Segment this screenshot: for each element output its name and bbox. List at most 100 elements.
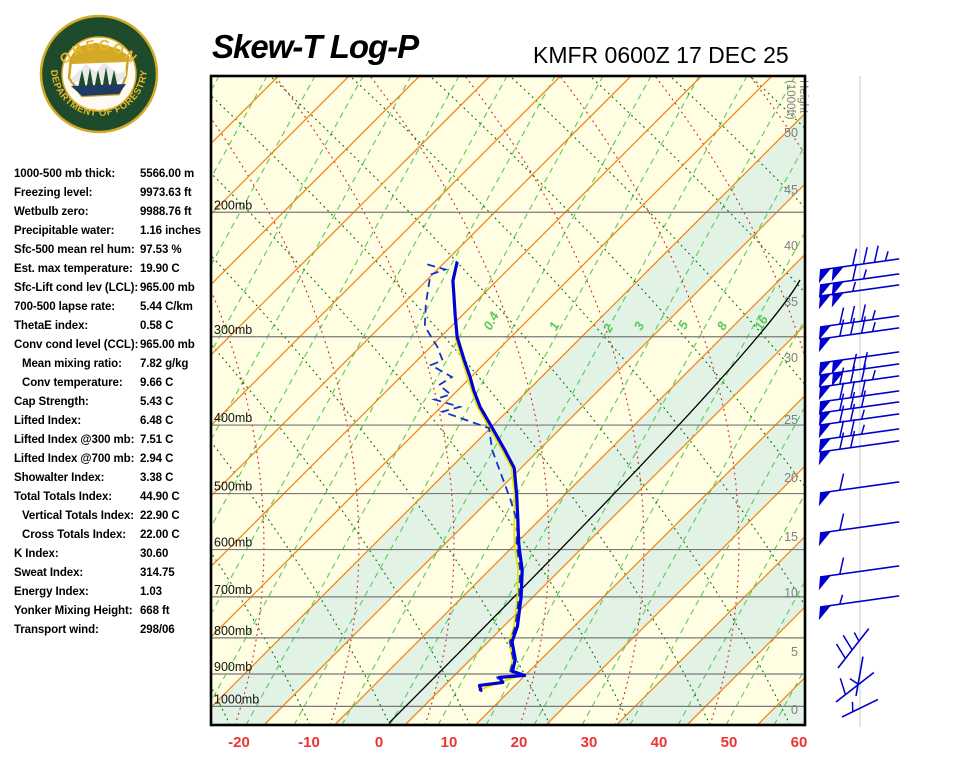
barb-feather-icon <box>860 364 867 382</box>
index-value: 314.75 <box>140 567 175 579</box>
isotherm-line <box>211 76 561 427</box>
barb-feather-icon <box>839 678 847 695</box>
index-row: Mean mixing ratio: 7.82 g/kg <box>12 358 212 377</box>
index-row: Lifted Index: 6.48 C <box>12 415 212 434</box>
barb-pennant-icon <box>818 491 831 507</box>
index-label: ThetaE index: <box>14 320 89 332</box>
height-tick-label: 20 <box>784 471 798 485</box>
height-tick-label: 5 <box>791 645 798 659</box>
skewt-chart: 200mb 300mb 400mb 500mb 600mb 700mb 800mb 900mb… <box>209 74 809 751</box>
index-label: Sfc-Lift cond lev (LCL): <box>14 282 139 294</box>
page-title: Skew-T Log-P <box>212 28 419 65</box>
index-row: Cross Totals Index: 22.00 C <box>12 529 212 548</box>
barb-feather-icon <box>849 380 856 398</box>
mixing-ratio-line <box>211 76 412 441</box>
wind-barb <box>818 557 900 591</box>
barb-feather-icon <box>842 634 853 651</box>
moist-adiabat-line <box>274 76 455 725</box>
barb-pennant-icon <box>818 337 831 353</box>
isotherm-line <box>616 535 805 725</box>
mixing-ratio-line <box>293 76 652 725</box>
index-label: Freezing level: <box>14 187 93 199</box>
temp-axis-label: 20 <box>511 734 528 751</box>
index-row: K Index: 30.60 <box>12 548 212 567</box>
index-value: 9973.63 ft <box>140 187 192 199</box>
index-row: Lifted Index @700 mb: 2.94 C <box>12 453 212 472</box>
pressure-label: 400mb <box>214 411 252 425</box>
pressure-label: 500mb <box>214 480 252 494</box>
index-row: Sfc-Lift cond lev (LCL): 965.00 mb <box>12 282 212 301</box>
mixing-ratio-line <box>485 143 805 725</box>
index-value: 30.60 <box>140 548 169 560</box>
index-value: 3.38 C <box>140 472 174 484</box>
index-row: Sfc-500 mean rel hum: 97.53 % <box>12 244 212 263</box>
barb-feather-icon <box>835 643 847 659</box>
temp-axis-label: 60 <box>791 734 808 751</box>
index-value: 44.90 C <box>140 491 180 503</box>
index-label: Lifted Index @300 mb: <box>14 434 135 446</box>
height-tick-label: 50 <box>784 126 798 140</box>
temp-axis-label: -10 <box>298 734 320 751</box>
index-row: Conv temperature: 9.66 C <box>12 377 212 396</box>
barb-feather-icon <box>862 247 869 265</box>
height-tick-label: 40 <box>784 239 798 253</box>
barb-feather-icon <box>860 304 867 322</box>
barb-halffeather-icon <box>839 594 844 605</box>
barb-feather-icon <box>849 403 856 421</box>
barb-feather-icon <box>839 307 845 325</box>
isotherm-line <box>404 324 805 725</box>
temp-axis-label: 10 <box>441 734 458 751</box>
dry-adiabat-line <box>211 94 711 725</box>
index-row: Lifted Index @300 mb: 7.51 C <box>12 434 212 453</box>
barb-halffeather-icon <box>860 424 866 435</box>
barb-feather-icon <box>849 430 856 448</box>
barb-pennant-icon <box>818 450 831 466</box>
isotherm-line <box>211 76 420 286</box>
isotherm-line <box>686 606 805 725</box>
barb-pennant-icon <box>818 605 831 621</box>
index-value: 5566.00 m <box>140 168 195 180</box>
agency-logo: OREGON DEPARTMENT OF FORESTRY <box>39 14 159 134</box>
barb-feather-icon <box>873 245 879 263</box>
temperature-trace <box>451 261 527 693</box>
wind-barb <box>841 698 879 718</box>
barb-halffeather-icon <box>871 369 876 380</box>
index-value: 22.90 C <box>140 510 180 522</box>
moist-adiabat-line <box>559 76 740 725</box>
moist-adiabat-line <box>464 76 645 725</box>
dewpoint-trace <box>423 263 523 691</box>
wind-barb <box>818 473 900 507</box>
index-label: Conv cond level (CCL): <box>14 339 139 351</box>
wind-barb <box>818 594 900 621</box>
temp-axis-label: 50 <box>721 734 738 751</box>
barb-halffeather-icon <box>849 678 859 685</box>
index-label: Vertical Totals Index: <box>22 510 134 522</box>
isotherm-line <box>211 76 632 497</box>
mixing-ratio-line <box>437 76 796 725</box>
wind-barb <box>818 513 900 547</box>
barb-feather-icon <box>839 473 845 491</box>
barb-feather-icon <box>849 391 856 409</box>
barb-pennant-icon <box>818 268 831 284</box>
height-tick-label: 45 <box>784 183 798 197</box>
index-label: Showalter Index: <box>14 472 105 484</box>
temp-axis-label: 40 <box>651 734 668 751</box>
logo-sky-band <box>71 44 128 64</box>
height-tick-label: 25 <box>784 413 798 427</box>
index-value: 7.51 C <box>140 434 174 446</box>
index-row: ThetaE index: 0.58 C <box>12 320 212 339</box>
isotherm-line <box>211 76 773 638</box>
index-row: Cap Strength: 5.43 C <box>12 396 212 415</box>
moist-adiabat-line <box>211 117 360 725</box>
isotherm-line <box>211 112 805 709</box>
index-value: 965.00 mb <box>140 282 195 294</box>
index-label: Cross Totals Index: <box>22 529 126 541</box>
index-row: Showalter Index: 3.38 C <box>12 472 212 491</box>
index-row: Freezing level: 9973.63 ft <box>12 187 212 206</box>
logo-water-band <box>71 84 126 96</box>
index-label: Mean mixing ratio: <box>22 358 122 370</box>
temp-axis-label: 0 <box>375 734 383 751</box>
index-label: Precipitable water: <box>14 225 115 237</box>
isotherm-line <box>211 76 702 568</box>
